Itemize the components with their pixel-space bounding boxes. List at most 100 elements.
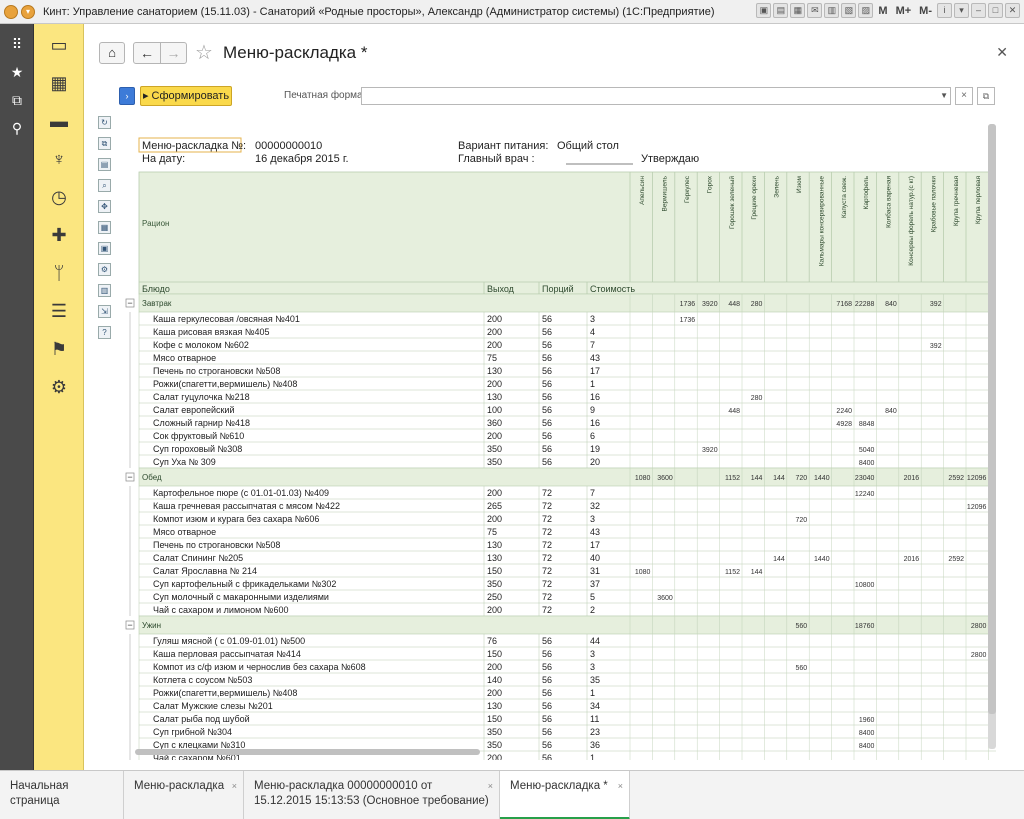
cabinet-icon[interactable]: ☰: [50, 301, 68, 321]
flag-icon[interactable]: ⚑: [50, 339, 68, 359]
dish-cost: 3: [590, 314, 595, 324]
utensils-icon[interactable]: ᛘ: [53, 263, 65, 283]
dish-cost: 36: [590, 740, 600, 750]
group-total: 1440: [814, 475, 830, 482]
tool-table-icon[interactable]: ▥: [98, 284, 111, 297]
product-header: Вермишель: [662, 175, 669, 211]
report-icon[interactable]: ▨: [858, 3, 874, 18]
m-button[interactable]: M: [878, 4, 888, 17]
settings-gears-icon[interactable]: ⚙: [50, 377, 68, 397]
panel-toggle-icon[interactable]: ›: [119, 87, 135, 105]
tool-refresh-icon[interactable]: ↻: [98, 116, 111, 129]
close-tab-icon[interactable]: ×: [487, 781, 493, 791]
dish-output: 200: [487, 753, 502, 760]
mail-icon[interactable]: ✉: [807, 3, 823, 18]
tool-help-icon[interactable]: ?: [98, 326, 111, 339]
dish-value: 280: [751, 395, 763, 402]
calc-icon[interactable]: ▥: [824, 3, 840, 18]
info-icon[interactable]: i: [937, 3, 952, 18]
vertical-scrollbar[interactable]: [988, 124, 996, 749]
lamp-section-icon[interactable]: ♆: [52, 149, 66, 169]
tab-menu-list[interactable]: Меню-раскладка ×: [124, 771, 244, 819]
app-menu-icon[interactable]: ▾: [21, 4, 35, 19]
dish-output: 200: [487, 340, 502, 350]
dish-portions: 56: [542, 753, 552, 760]
group-total: 144: [751, 475, 763, 482]
open-field-icon[interactable]: ⧉: [977, 87, 995, 105]
desktop-monitor-icon[interactable]: ▭: [50, 35, 68, 55]
collapse-toggle: [125, 472, 135, 482]
tab-menu-document[interactable]: Меню-раскладка 00000000010 от 15.12.2015…: [244, 771, 500, 819]
close-tab-icon[interactable]: ×: [231, 781, 237, 791]
m-minus-button[interactable]: M-: [919, 4, 932, 17]
number-label-box: [138, 137, 242, 153]
dish-cost: 5: [590, 592, 595, 602]
tool-sheet-icon[interactable]: ▦: [98, 221, 111, 234]
dish-output: 250: [487, 592, 502, 602]
horizontal-scrollbar[interactable]: [120, 748, 980, 756]
variant-value: Общий стол: [557, 140, 619, 152]
vertical-scroll-thumb[interactable]: [988, 124, 996, 714]
dish-name: Чай с сахаром №601: [153, 753, 241, 760]
group-total: 12096: [967, 475, 987, 482]
print-form-input[interactable]: ▼: [361, 87, 951, 105]
maximize-icon[interactable]: □: [988, 3, 1003, 18]
tab-home[interactable]: Начальная страница: [0, 771, 124, 819]
horizontal-scroll-thumb[interactable]: [135, 749, 480, 755]
save-icon[interactable]: ▣: [756, 3, 772, 18]
tool-settings-icon[interactable]: ⚙: [98, 263, 111, 276]
dish-name: Сок фруктовый №610: [153, 431, 244, 441]
close-window-icon[interactable]: ✕: [1005, 3, 1020, 18]
dish-name: Салат гуцулочка №218: [153, 392, 250, 402]
dropdown-icon[interactable]: ▾: [954, 3, 969, 18]
clock-section-icon[interactable]: ◷: [51, 187, 67, 207]
tool-print-icon[interactable]: ▤: [98, 158, 111, 171]
calendar-icon[interactable]: ▧: [841, 3, 857, 18]
tool-zoom-icon[interactable]: ⌕: [98, 179, 111, 192]
tab-menu-current[interactable]: Меню-раскладка * ×: [500, 771, 630, 819]
tool-move-icon[interactable]: ✥: [98, 200, 111, 213]
close-tab-icon[interactable]: ×: [617, 781, 623, 791]
minimize-icon[interactable]: –: [971, 3, 986, 18]
dish-output: 75: [487, 353, 497, 363]
collapse-minus-icon: −: [127, 298, 132, 308]
dish-name: Салат европейский: [153, 405, 234, 415]
dish-portions: 56: [542, 392, 552, 402]
dish-output: 75: [487, 527, 497, 537]
card-section-icon[interactable]: ▬: [50, 111, 68, 131]
tool-save-icon[interactable]: ▣: [98, 242, 111, 255]
back-button[interactable]: ←: [140, 45, 154, 61]
dish-cost: 17: [590, 540, 600, 550]
close-document-icon[interactable]: ✕: [996, 44, 1008, 60]
favorites-star-icon[interactable]: ★: [10, 64, 24, 80]
medical-plus-icon[interactable]: ✚: [51, 225, 67, 245]
app-logo-icon[interactable]: [4, 4, 18, 19]
generate-button[interactable]: ▸ Сформировать: [140, 86, 232, 106]
dish-portions: 56: [542, 431, 552, 441]
dish-portions: 56: [542, 701, 552, 711]
page-title: Меню-раскладка *: [222, 43, 368, 62]
product-header: Изюм: [796, 175, 803, 192]
dish-cost: 1: [590, 379, 595, 389]
preview-icon[interactable]: ▦: [790, 3, 806, 18]
dish-name: Рожки(спагетти,вермишель) №408: [153, 379, 297, 389]
home-button[interactable]: ⌂: [99, 42, 125, 64]
tool-copy-icon[interactable]: ⧉: [98, 137, 111, 150]
clear-field-icon[interactable]: ×: [955, 87, 973, 105]
report-grid[interactable]: Меню-раскладка №: 00000000010 На дату: 16 д…: [116, 110, 996, 760]
dish-output: 130: [487, 392, 502, 402]
forward-button[interactable]: →: [160, 43, 186, 63]
calendar-section-icon[interactable]: ▦: [50, 73, 68, 93]
print-icon[interactable]: ▤: [773, 3, 789, 18]
tool-export-icon[interactable]: ⇲: [98, 305, 111, 318]
history-icon[interactable]: ⧉: [12, 92, 22, 108]
apps-grid-icon[interactable]: ⠿: [11, 36, 23, 52]
favorite-star-icon[interactable]: ☆: [195, 42, 213, 64]
search-icon[interactable]: ⚲: [11, 120, 23, 136]
dish-output: 130: [487, 553, 502, 563]
dropdown-arrow-icon[interactable]: ▼: [940, 91, 948, 100]
group-total: 560: [796, 623, 808, 630]
m-plus-button[interactable]: M+: [895, 4, 912, 17]
dish-name: Компот из с/ф изюм и чернослив без сахар…: [153, 662, 366, 672]
dish-value: 5040: [859, 447, 875, 454]
